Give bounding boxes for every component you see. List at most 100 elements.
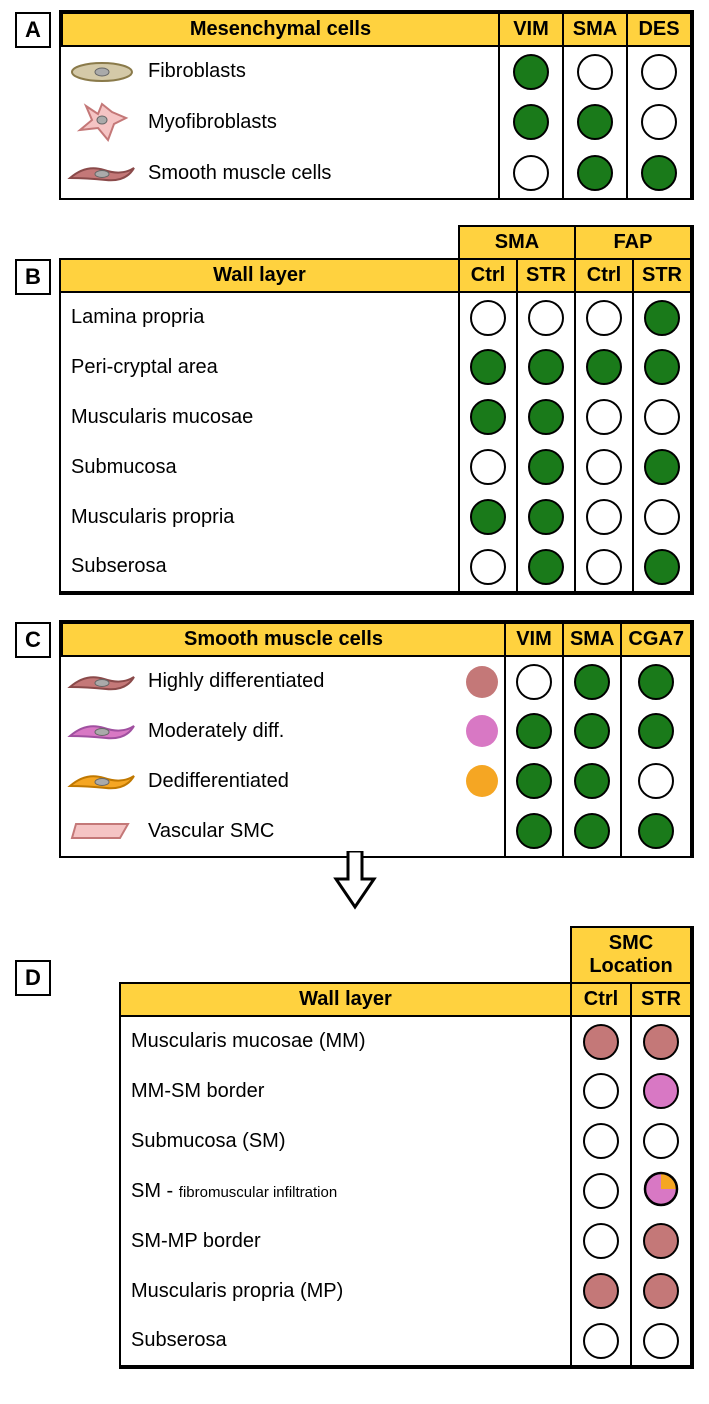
row-a-1-c2	[627, 96, 691, 148]
row-b-5-c0	[459, 542, 517, 592]
panel-c: C Smooth muscle cells VIM SMA CGA7 Highl…	[15, 620, 694, 858]
row-c-1-c1	[563, 706, 621, 756]
row-c-2-label: Dedifferentiated	[142, 756, 454, 806]
col-d-1: STR	[631, 983, 691, 1016]
row-c-0-legend	[454, 656, 505, 706]
row-c-0-c1	[563, 656, 621, 706]
col-b-sub-1: STR	[517, 259, 575, 292]
row-b-5-c2	[575, 542, 633, 592]
row-d-4-label: SM-MP border	[120, 1216, 571, 1266]
panel-letter-c: C	[15, 622, 51, 658]
row-a-1-c0	[499, 96, 563, 148]
row-d-5-ctrl	[571, 1266, 631, 1316]
row-c-2-c0	[505, 756, 563, 806]
col-b-sub-2: Ctrl	[575, 259, 633, 292]
row-b-4-c0	[459, 492, 517, 542]
header-d-group: SMC Location	[571, 927, 691, 983]
row-a-0-c1	[563, 46, 627, 96]
row-c-2-legend	[454, 756, 505, 806]
row-c-1-icon	[62, 706, 142, 756]
row-a-2-label: Smooth muscle cells	[142, 148, 499, 198]
panel-letter-b: B	[15, 259, 51, 295]
row-a-2-c0	[499, 148, 563, 198]
row-c-3-c0	[505, 806, 563, 856]
legend-dot-0	[466, 666, 498, 698]
row-a-1-c1	[563, 96, 627, 148]
row-d-1-ctrl	[571, 1066, 631, 1116]
row-d-0-str	[631, 1016, 691, 1066]
row-c-3-c2	[621, 806, 691, 856]
row-d-5-label: Muscularis propria (MP)	[120, 1266, 571, 1316]
row-b-5-c3	[633, 542, 691, 592]
row-d-2-ctrl	[571, 1116, 631, 1166]
col-c-vim: VIM	[505, 623, 563, 656]
row-d-0-ctrl	[571, 1016, 631, 1066]
row-d-6-label: Subserosa	[120, 1316, 571, 1366]
row-a-2-c1	[563, 148, 627, 198]
row-b-1-c3	[633, 342, 691, 392]
row-d-1-label: MM-SM border	[120, 1066, 571, 1116]
row-c-2-c1	[563, 756, 621, 806]
row-d-4-str	[631, 1216, 691, 1266]
row-b-2-c1	[517, 392, 575, 442]
legend-dot-2	[466, 765, 498, 797]
row-b-4-c1	[517, 492, 575, 542]
col-d-0: Ctrl	[571, 983, 631, 1016]
row-c-3-legend	[454, 806, 505, 856]
table-d: SMC LocationWall layerCtrlSTRMuscularis …	[119, 926, 694, 1369]
row-d-3-str	[631, 1166, 691, 1216]
row-a-0-c2	[627, 46, 691, 96]
row-d-0-label: Muscularis mucosae (MM)	[120, 1016, 571, 1066]
row-b-4-label: Muscularis propria	[60, 492, 459, 542]
row-d-3-label: SM - fibromuscular infiltration	[120, 1166, 571, 1216]
panel-b: B SMAFAPWall layerCtrlSTRCtrlSTRLamina p…	[15, 225, 694, 595]
row-c-1-c2	[621, 706, 691, 756]
row-d-2-str	[631, 1116, 691, 1166]
row-a-0-icon	[62, 46, 142, 96]
row-c-1-c0	[505, 706, 563, 756]
panel-letter-a: A	[15, 12, 51, 48]
row-b-0-c3	[633, 292, 691, 342]
panel-letter-d: D	[15, 960, 51, 996]
header-b-main: Wall layer	[60, 259, 459, 292]
row-c-1-legend	[454, 706, 505, 756]
table-b: SMAFAPWall layerCtrlSTRCtrlSTRLamina pro…	[59, 225, 694, 595]
row-d-2-label: Submucosa (SM)	[120, 1116, 571, 1166]
row-c-0-c0	[505, 656, 563, 706]
row-c-2-c2	[621, 756, 691, 806]
row-b-3-c0	[459, 442, 517, 492]
row-b-0-c0	[459, 292, 517, 342]
col-b-sub-3: STR	[633, 259, 691, 292]
row-d-6-str	[631, 1316, 691, 1366]
row-a-0-c0	[499, 46, 563, 96]
row-b-2-label: Muscularis mucosae	[60, 392, 459, 442]
row-b-0-label: Lamina propria	[60, 292, 459, 342]
row-b-1-label: Peri-cryptal area	[60, 342, 459, 392]
row-b-2-c2	[575, 392, 633, 442]
row-d-5-str	[631, 1266, 691, 1316]
col-des: DES	[627, 13, 691, 46]
row-d-1-str	[631, 1066, 691, 1116]
col-c-sma: SMA	[563, 623, 621, 656]
row-d-4-ctrl	[571, 1216, 631, 1266]
row-b-3-c2	[575, 442, 633, 492]
row-b-1-c0	[459, 342, 517, 392]
panel-a: A Mesenchymal cells VIM SMA DES Fibrobla…	[15, 10, 694, 200]
row-a-1-label: Myofibroblasts	[142, 96, 499, 148]
row-a-2-c2	[627, 148, 691, 198]
row-b-1-c2	[575, 342, 633, 392]
col-b-sub-0: Ctrl	[459, 259, 517, 292]
row-b-1-c1	[517, 342, 575, 392]
row-c-3-label: Vascular SMC	[142, 806, 454, 856]
table-a: Mesenchymal cells VIM SMA DES Fibroblast…	[59, 10, 694, 200]
row-b-3-c3	[633, 442, 691, 492]
row-b-3-label: Submucosa	[60, 442, 459, 492]
row-d-6-ctrl	[571, 1316, 631, 1366]
row-b-4-c2	[575, 492, 633, 542]
row-c-0-c2	[621, 656, 691, 706]
row-b-5-c1	[517, 542, 575, 592]
col-group-fap: FAP	[575, 226, 691, 259]
row-b-2-c0	[459, 392, 517, 442]
row-d-3-ctrl	[571, 1166, 631, 1216]
table-c: Smooth muscle cells VIM SMA CGA7 Highly …	[59, 620, 694, 858]
